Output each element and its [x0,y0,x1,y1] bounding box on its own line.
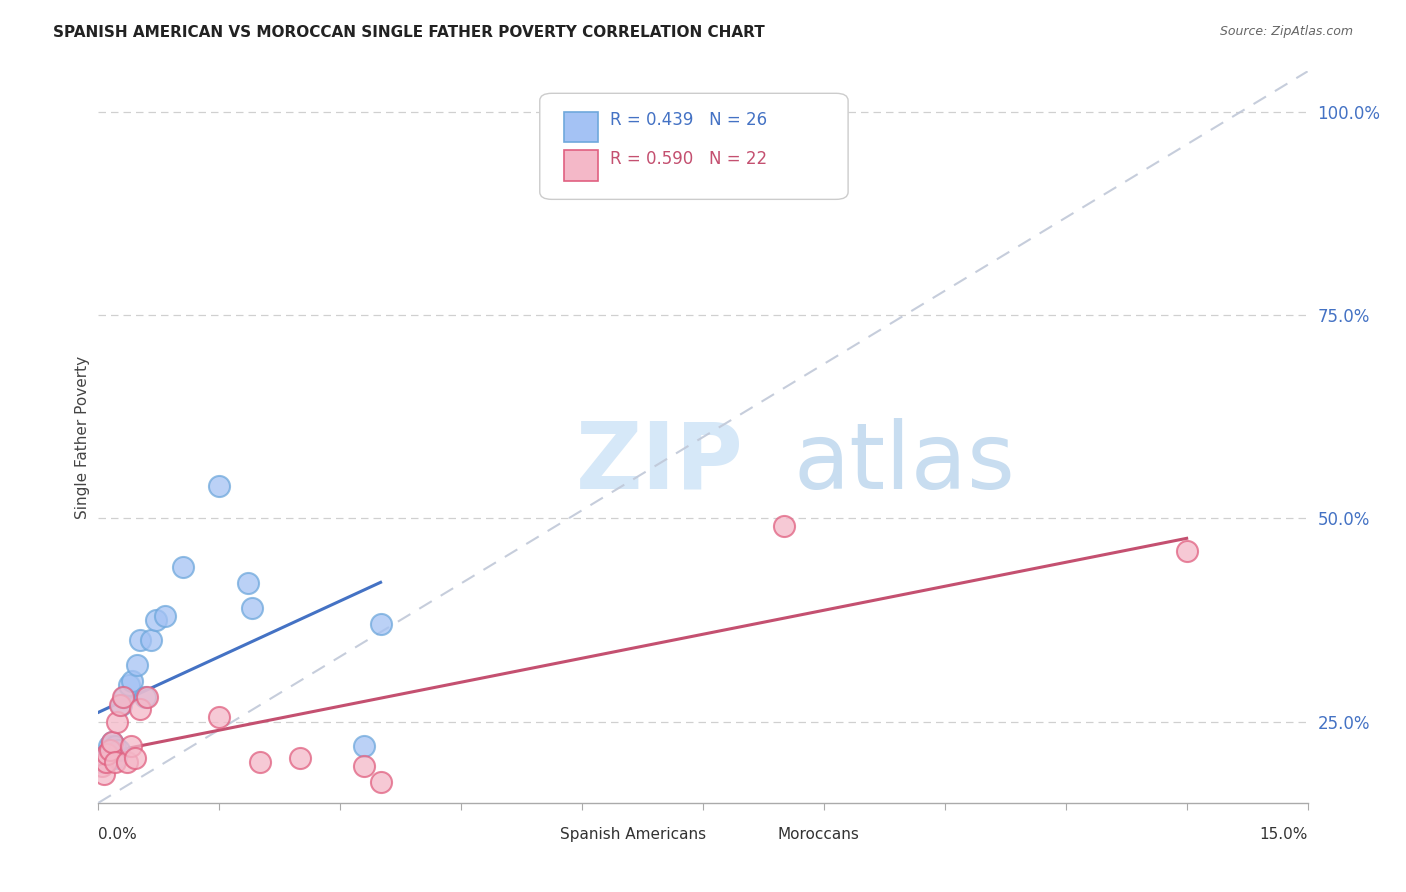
Point [139,633,162,648]
Text: 15.0%: 15.0% [1260,827,1308,842]
FancyBboxPatch shape [540,94,848,200]
Point [91,759,114,773]
Point [91,755,114,769]
Point [105,751,128,765]
Point [370,775,392,789]
Text: Moroccans: Moroccans [778,827,860,842]
Point [103,755,125,769]
FancyBboxPatch shape [745,821,772,848]
Text: Spanish Americans: Spanish Americans [561,827,706,842]
Point [108,698,131,713]
Point [353,759,375,773]
Point [145,613,167,627]
Point [112,690,135,705]
Point [172,560,194,574]
Point [115,755,138,769]
Point [124,751,146,765]
Text: R = 0.590   N = 22: R = 0.590 N = 22 [610,150,768,168]
Point [240,600,263,615]
Text: ZIP: ZIP [576,417,744,508]
Point [129,702,152,716]
FancyBboxPatch shape [564,151,598,181]
Point [100,743,122,757]
Point [772,519,794,533]
Point [370,617,392,632]
Y-axis label: Single Father Poverty: Single Father Poverty [75,356,90,518]
Point [1175,544,1198,558]
Point [94,755,117,769]
Text: SPANISH AMERICAN VS MOROCCAN SINGLE FATHER POVERTY CORRELATION CHART: SPANISH AMERICAN VS MOROCCAN SINGLE FATH… [53,25,765,40]
Text: R = 0.439   N = 26: R = 0.439 N = 26 [610,111,768,128]
Text: Source: ZipAtlas.com: Source: ZipAtlas.com [1219,25,1353,38]
Point [134,690,156,705]
Point [249,755,271,769]
Point [101,735,124,749]
Point [118,678,141,692]
Point [105,714,128,729]
Point [96,747,118,761]
Point [97,739,120,753]
Point [288,751,311,765]
Point [353,739,375,753]
Text: 0.0%: 0.0% [98,827,138,842]
Point [93,767,115,781]
Point [208,710,231,724]
Point [153,608,176,623]
FancyBboxPatch shape [564,112,598,143]
Point [135,690,157,705]
Point [208,479,231,493]
Point [120,739,142,753]
Point [129,633,152,648]
Point [96,747,118,761]
Point [94,755,117,769]
Text: atlas: atlas [793,417,1015,508]
Point [93,751,115,765]
Point [98,743,121,757]
FancyBboxPatch shape [527,821,554,848]
Point [101,735,124,749]
Point [111,690,134,705]
Point [127,657,149,672]
Point [110,698,132,713]
Point [236,576,259,591]
Point [107,743,129,757]
Point [103,739,125,753]
Point [121,673,143,688]
